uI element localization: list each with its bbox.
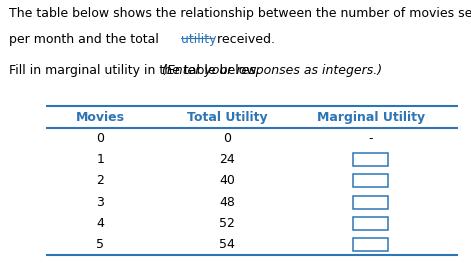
Text: Total Utility: Total Utility [187,111,268,123]
Text: per month and the total: per month and the total [9,33,163,46]
Bar [353,196,389,209]
Text: 24: 24 [219,153,236,166]
Text: 2: 2 [97,174,104,187]
Bar [353,153,389,166]
Text: 40: 40 [219,174,236,187]
Text: The table below shows the relationship between the number of movies seen: The table below shows the relationship b… [9,7,471,20]
Text: 5: 5 [97,238,105,251]
Bar [353,238,389,251]
Text: 4: 4 [97,217,104,230]
Text: 0: 0 [97,132,105,145]
Bar [353,174,389,188]
Text: 3: 3 [97,196,104,209]
Text: 1: 1 [97,153,104,166]
Text: -: - [369,132,373,145]
Text: 0: 0 [223,132,231,145]
Text: Marginal Utility: Marginal Utility [317,111,425,123]
Text: 54: 54 [219,238,236,251]
Text: 48: 48 [219,196,236,209]
Text: Fill in marginal utility in the table below.: Fill in marginal utility in the table be… [9,64,264,77]
Text: (Enter your responses as integers.): (Enter your responses as integers.) [162,64,382,77]
Text: 52: 52 [219,217,236,230]
Text: utility: utility [181,33,217,46]
Text: Movies: Movies [76,111,125,123]
Bar [353,217,389,230]
Text: received.: received. [213,33,276,46]
